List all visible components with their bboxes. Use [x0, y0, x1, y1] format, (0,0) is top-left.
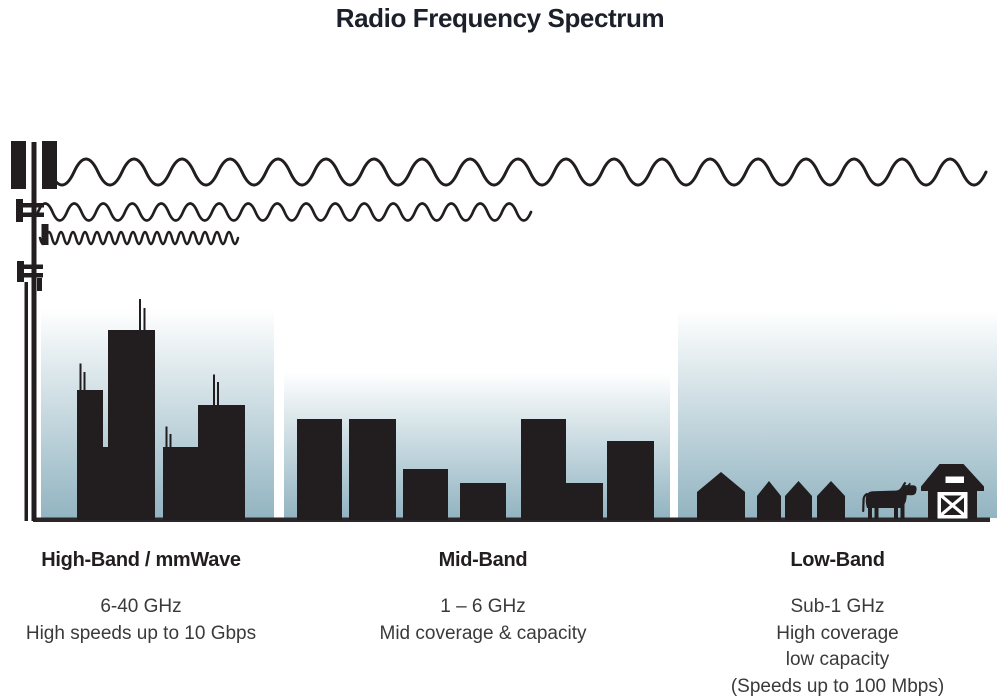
antenna-panel: [11, 141, 26, 189]
ground-line: [33, 517, 990, 522]
band-detail-line: 6-40 GHz: [100, 596, 182, 617]
building: [403, 469, 448, 520]
cow-body: [865, 481, 917, 508]
cow-icon: [862, 481, 917, 519]
band-detail-line: 1 – 6 GHz: [440, 596, 526, 617]
side-antenna: [41, 224, 49, 245]
city-skyline-icon: [77, 299, 245, 520]
rooftop-antennas: [79, 299, 219, 447]
band-label-mid: Mid-Band 1 – 6 GHz Mid coverage & capaci…: [363, 549, 603, 647]
barn-door-crossbuck: [939, 494, 966, 517]
house: [785, 481, 812, 520]
building: [566, 483, 603, 520]
antenna-bar: [22, 203, 44, 208]
low-band-wave-icon: [48, 157, 988, 187]
band-detail-line: Mid coverage & capacity: [379, 622, 587, 644]
town-buildings-icon: [297, 419, 654, 520]
cow-tail: [862, 492, 868, 513]
page-title: Radio Frequency Spectrum: [335, 3, 665, 33]
band-detail-line: (Speeds up to 100 Mbps): [730, 675, 945, 697]
mid-band-wave-icon: [36, 202, 533, 222]
band-name: Mid-Band: [438, 549, 528, 571]
building: [198, 405, 245, 520]
barn-icon: [921, 464, 984, 520]
building: [349, 419, 396, 520]
band-name: High-Band / mmWave: [41, 549, 241, 571]
band-name: Low-Band: [790, 549, 885, 571]
tower-cable: [24, 282, 28, 521]
tower-pole: [31, 142, 37, 521]
band-detail-line: low capacity: [785, 649, 890, 671]
building-base: [77, 447, 155, 520]
antenna-panel: [42, 141, 57, 189]
building: [297, 419, 342, 520]
cow-leg: [868, 504, 872, 519]
village-houses-icon: [697, 472, 845, 520]
side-antenna: [16, 199, 23, 222]
high-band-wave-icon: [38, 230, 240, 246]
barn-vent: [945, 476, 964, 483]
house: [697, 472, 745, 520]
cow-leg: [874, 505, 879, 519]
antenna-bar: [22, 212, 44, 217]
building: [460, 483, 506, 520]
cell-tower-icon: [11, 141, 57, 521]
building: [607, 441, 654, 520]
side-antenna: [17, 261, 24, 282]
cow-leg: [900, 503, 905, 519]
antenna-bar: [23, 264, 43, 269]
band-detail-line: High speeds up to 10 Gbps: [25, 622, 257, 644]
house: [817, 481, 845, 520]
side-antenna: [37, 278, 42, 291]
cow-leg: [894, 505, 898, 519]
house: [757, 481, 781, 520]
band-label-high: High-Band / mmWave 6-40 GHz High speeds …: [21, 549, 261, 647]
band-label-low: Low-Band Sub-1 GHz High coverage low cap…: [697, 549, 978, 700]
band-detail-line: High coverage: [776, 622, 899, 644]
building: [163, 447, 198, 520]
antenna-bar: [23, 273, 43, 278]
band-detail-line: Sub-1 GHz: [790, 596, 885, 617]
building: [521, 419, 566, 520]
